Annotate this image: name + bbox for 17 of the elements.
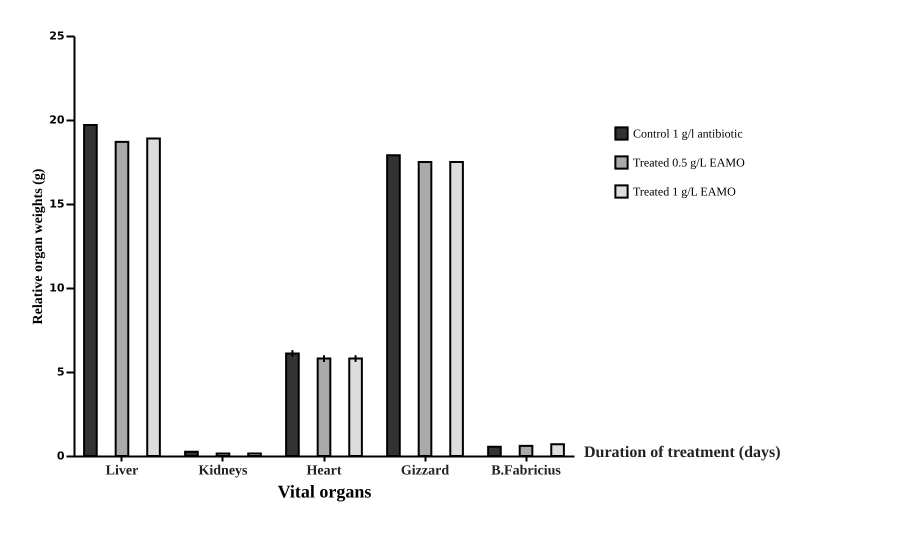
y-tick-label: 15 [49,198,64,210]
x-tick-label: B.Fabricius [491,464,562,478]
y-tick-label: 0 [56,450,65,462]
x-tick-label: Gizzard [400,464,450,478]
y-tick-label: 25 [49,30,64,42]
y-tick-label: 20 [49,114,65,126]
x-tick-label: Liver [106,464,138,478]
x-tick-label: Kidneys [198,464,248,478]
legend-label: Treated 1 g/L EAMO [633,184,736,198]
x-axis-title: Vital organs [278,482,372,502]
text: Duration of treatment (days) [584,444,781,461]
x-tick-label: Heart [306,464,342,478]
y-tick-label: 5 [56,366,64,378]
legend-label: Control 1 g/l antibiotic [633,126,743,140]
legend-label: Treated 0.5 g/L EAMO [633,156,746,170]
y-axis-title: Relative organ weights (g) [31,168,46,324]
y-tick-label: 10 [49,282,65,294]
